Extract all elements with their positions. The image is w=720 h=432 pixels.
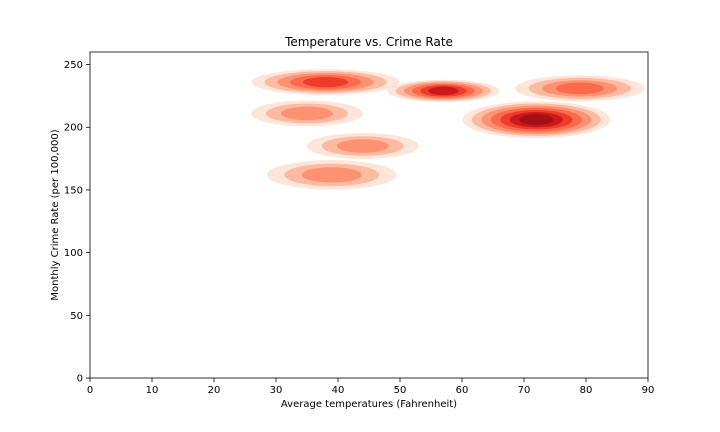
x-tick-label: 20 (208, 385, 221, 396)
x-axis: 0 10 20 30 40 50 60 70 80 90 (87, 378, 655, 396)
x-tick-label: 40 (332, 385, 345, 396)
chart-title: Temperature vs. Crime Rate (284, 35, 453, 49)
density-band-5-level-6 (428, 86, 459, 96)
x-tick-label: 80 (580, 385, 593, 396)
x-tick-label: 30 (270, 385, 283, 396)
density-band-7-level-4 (555, 82, 604, 95)
y-axis-label: Monthly Crime Rate (per 100,000) (50, 129, 61, 300)
y-tick-label: 250 (64, 60, 83, 71)
plot-frame (89, 51, 649, 379)
y-tick-label: 200 (64, 123, 83, 134)
y-tick-label: 50 (70, 311, 83, 322)
density-band-1-level-5 (303, 76, 349, 88)
y-tick-label: 100 (64, 248, 83, 259)
y-axis: 0 50 100 150 200 250 (64, 60, 90, 385)
density-band-2-level-3 (281, 106, 333, 121)
density-band-4-level-3 (301, 167, 362, 183)
y-tick-label: 150 (64, 185, 83, 196)
density-band-6-level-7 (519, 114, 554, 126)
plot-area (89, 51, 649, 379)
density-contours (251, 69, 645, 190)
x-tick-label: 10 (146, 385, 159, 396)
x-tick-label: 70 (518, 385, 531, 396)
density-band-3-level-3 (336, 139, 389, 153)
x-tick-label: 50 (394, 385, 407, 396)
x-tick-label: 60 (456, 385, 469, 396)
x-axis-label: Average temperatures (Fahrenheit) (281, 399, 457, 410)
x-tick-label: 90 (642, 385, 655, 396)
x-tick-label: 0 (87, 385, 93, 396)
y-tick-label: 0 (77, 374, 83, 385)
